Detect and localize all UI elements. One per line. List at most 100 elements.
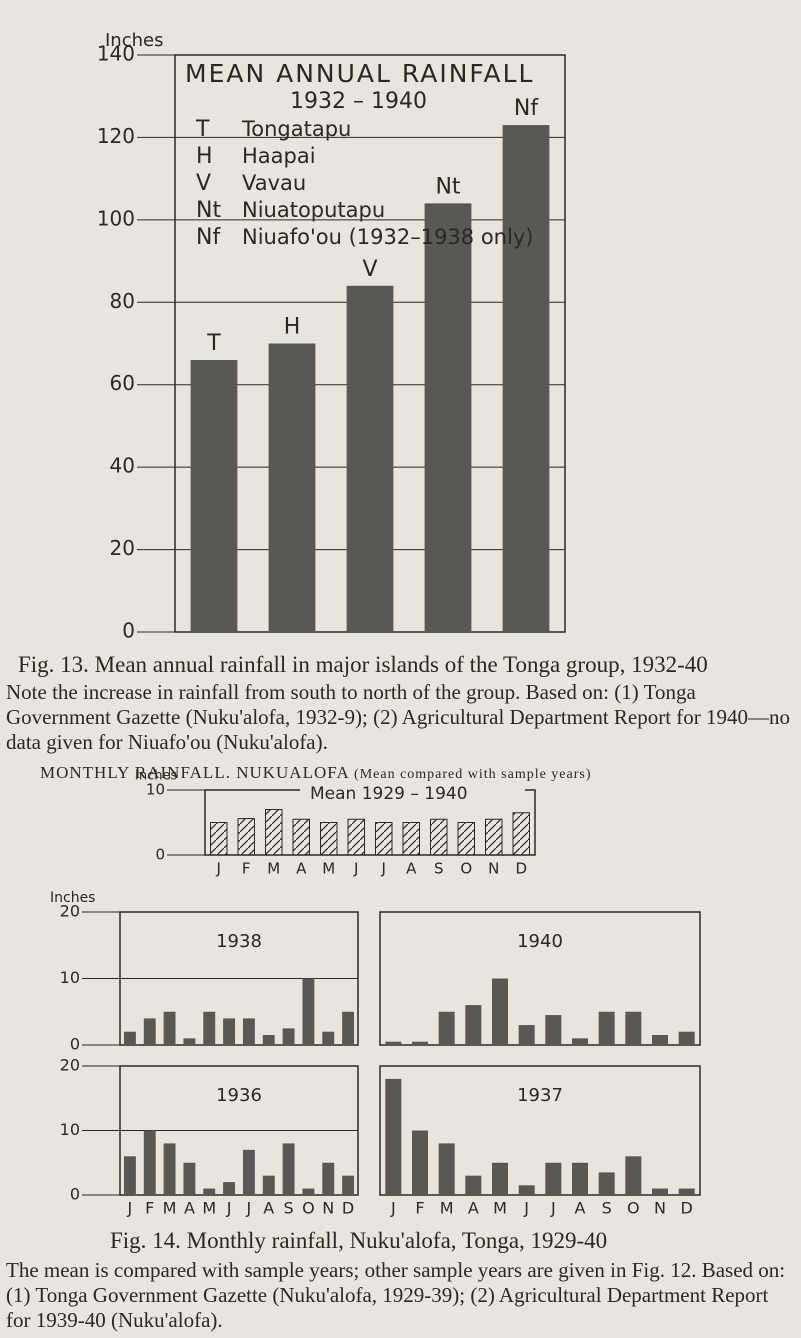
bar [572, 1162, 588, 1195]
bar [292, 818, 310, 856]
legend-name: Tongatapu [241, 117, 351, 141]
bar [322, 1031, 335, 1045]
bar [502, 125, 550, 633]
bar [598, 1011, 615, 1045]
y-axis-label: Inches [50, 890, 95, 906]
y-tick-label: 80 [110, 289, 135, 313]
bar [492, 1162, 508, 1195]
x-tick-label: O [302, 1199, 315, 1218]
x-tick-label: M [267, 860, 280, 878]
fig14-caption: Fig. 14. Monthly rainfall, Nuku'alofa, T… [110, 1228, 608, 1253]
fig13-caption: Fig. 13. Mean annual rainfall in major i… [18, 652, 708, 677]
y-tick-label: 0 [122, 619, 135, 643]
bar [402, 822, 420, 856]
x-tick-label: F [145, 1199, 154, 1218]
bar [242, 1018, 255, 1045]
bar [412, 1130, 428, 1195]
y-tick-label: 140 [97, 42, 135, 66]
x-tick-label: F [415, 1199, 424, 1218]
y-tick-label: 0 [70, 1185, 80, 1204]
chart-title: 1937 [517, 1085, 563, 1106]
y-tick-label: 10 [60, 1120, 80, 1139]
bar [598, 1172, 615, 1195]
bar [123, 1156, 136, 1195]
title-backdrop [300, 782, 525, 806]
legend-code: V [196, 171, 211, 196]
bar [625, 1156, 642, 1195]
bar [282, 1143, 295, 1195]
heading-text: MONTHLY RAINFALL. NUKUALOFA [40, 763, 349, 782]
bar [282, 1028, 295, 1045]
legend-name: Haapai [242, 144, 316, 168]
bar [678, 1188, 695, 1195]
bar [183, 1162, 196, 1195]
bar [190, 359, 238, 632]
y-tick-label: 40 [110, 454, 135, 478]
bar [262, 1175, 275, 1195]
bar [385, 1041, 402, 1045]
legend-code: Nt [196, 198, 221, 223]
bar [485, 818, 503, 856]
bar [265, 809, 283, 856]
x-tick-label: J [226, 1199, 232, 1218]
bar-label: Nt [435, 174, 460, 199]
x-tick-label: J [127, 1199, 133, 1218]
x-tick-label: D [342, 1199, 354, 1218]
bar [375, 822, 393, 856]
x-tick-label: A [296, 860, 307, 878]
y-tick-label: 20 [60, 1056, 80, 1075]
bar [625, 1011, 642, 1045]
x-tick-label: J [550, 1199, 556, 1218]
bar [385, 1078, 402, 1195]
bar [210, 822, 228, 856]
chart-title: 1940 [517, 931, 563, 952]
bar-label: Nf [514, 96, 539, 121]
bar [203, 1188, 216, 1195]
bar [412, 1041, 428, 1045]
x-tick-label: N [322, 1199, 334, 1218]
x-tick-label: J [353, 860, 358, 878]
bar [342, 1011, 355, 1045]
y-tick-label: 120 [97, 124, 135, 148]
bar [237, 818, 255, 856]
x-tick-label: D [515, 860, 527, 878]
bar [678, 1031, 695, 1045]
bar [572, 1038, 588, 1045]
bar [223, 1018, 236, 1045]
y-tick-label: 20 [60, 902, 80, 921]
bar [465, 1175, 482, 1195]
bar [302, 978, 315, 1045]
bar [143, 1018, 156, 1045]
x-tick-label: A [184, 1199, 195, 1218]
x-tick-label: O [460, 860, 472, 878]
y-tick-label: 20 [110, 536, 135, 560]
x-tick-label: J [246, 1199, 252, 1218]
bar [545, 1015, 562, 1045]
chart-subtitle: 1932 – 1940 [290, 89, 427, 114]
x-tick-label: M [202, 1199, 216, 1218]
bar [518, 1185, 535, 1195]
heading: MONTHLY RAINFALL. NUKUALOFA (Mean compar… [40, 760, 592, 787]
chart-title: MEAN ANNUAL RAINFALL [185, 59, 534, 88]
heading-note: (Mean compared with sample years) [354, 767, 592, 782]
bar [183, 1038, 196, 1045]
x-tick-label: A [406, 860, 417, 878]
plot-frame [379, 1065, 701, 1196]
y-tick-label: 10 [146, 781, 165, 799]
y-tick-label: 60 [110, 371, 135, 395]
x-tick-label: S [434, 860, 444, 878]
legend-code: H [196, 144, 213, 169]
bar [430, 818, 448, 856]
bar [268, 343, 316, 632]
chart-title: 1938 [216, 931, 262, 952]
bar [438, 1143, 455, 1195]
x-tick-label: M [493, 1199, 507, 1218]
y-tick-label: 0 [70, 1035, 80, 1054]
bar [163, 1143, 176, 1195]
bar [302, 1188, 315, 1195]
bar [163, 1011, 176, 1045]
x-tick-label: S [602, 1199, 612, 1218]
legend-code: T [195, 117, 210, 142]
